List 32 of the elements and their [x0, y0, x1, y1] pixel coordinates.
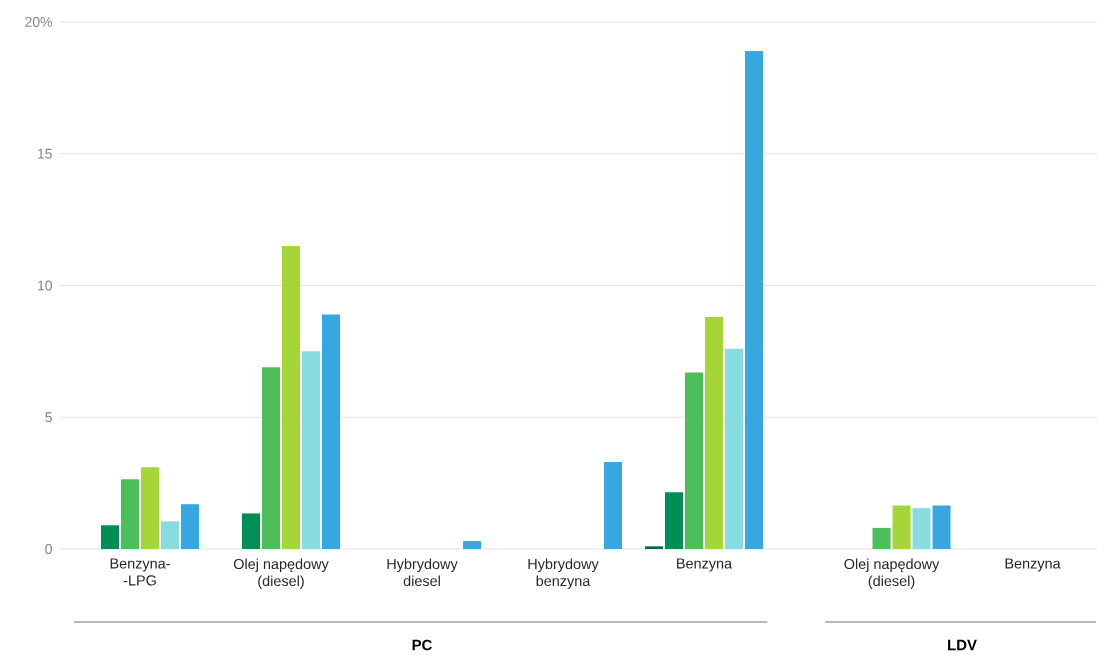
- bar: [705, 317, 723, 549]
- bar: [322, 314, 340, 549]
- bar: [282, 245, 300, 549]
- y-tick-label: 15: [38, 148, 52, 159]
- y-tick-label: 20%: [25, 17, 52, 27]
- y-tick-label: 10: [38, 280, 52, 291]
- bar: [604, 462, 622, 549]
- bar: [101, 525, 120, 549]
- bar: [121, 479, 140, 549]
- x-tick-label: Benzyna: [1005, 558, 1061, 572]
- bar: [262, 367, 280, 549]
- x-tick-label: Benzyna: [677, 558, 733, 572]
- bar: [181, 504, 200, 549]
- bar: [745, 50, 763, 549]
- bar: [302, 351, 320, 549]
- bar: [141, 467, 160, 549]
- bar: [685, 372, 703, 549]
- bar: [665, 492, 683, 549]
- bar: [645, 546, 663, 549]
- text: PC: [412, 639, 432, 651]
- y-tick-label: 5: [45, 412, 52, 423]
- y-tick-label: 0: [45, 544, 52, 554]
- x-tick-label: Benzyna- -LPG: [110, 558, 170, 586]
- bar: [463, 541, 481, 549]
- x-tick-label: Hybrydowy diesel: [387, 558, 458, 587]
- x-tick-label: Olej napędowy (diesel): [233, 558, 329, 589]
- bar: [725, 348, 743, 549]
- text: LDV: [948, 639, 977, 651]
- bar: [242, 513, 260, 549]
- bar: [161, 521, 180, 549]
- x-tick-label: Olej napędowy (diesel): [844, 558, 940, 589]
- x-tick-label: Hybrydowy benzyna: [528, 558, 599, 589]
